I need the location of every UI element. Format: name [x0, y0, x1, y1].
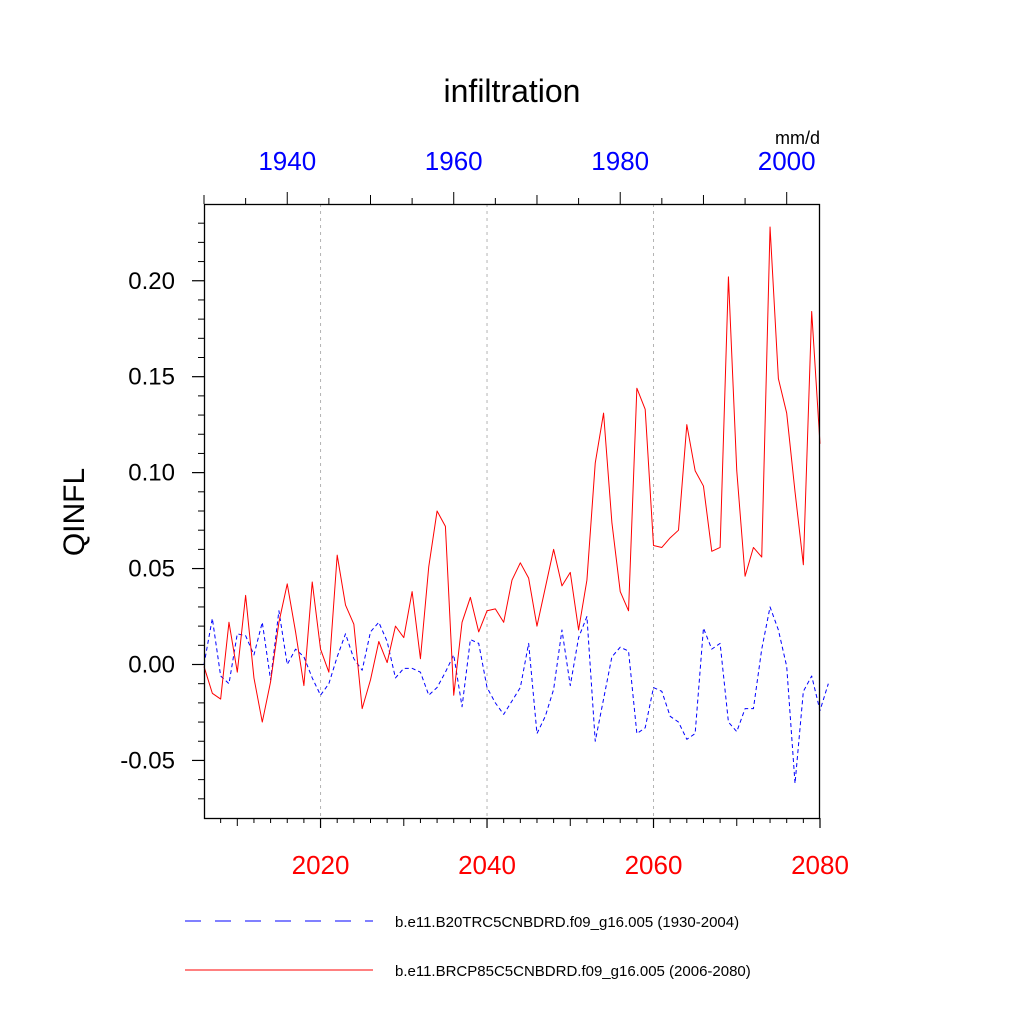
- y-tick-label: 0.00: [128, 652, 175, 679]
- y-tick-label: 0.20: [128, 268, 175, 295]
- x-top-tick-label: 1940: [258, 146, 316, 176]
- tick-labels: -0.05 0.00 0.05 0.10 0.15 0.20 2020 2040 2060 208…: [120, 146, 849, 880]
- y-tick-label: 0.15: [128, 364, 175, 391]
- legend-label-1: b.e11.BRCP85C5CNBDRD.f09_g16.005 (2006-2…: [395, 963, 751, 980]
- y-tick-label: 0.10: [128, 460, 175, 487]
- series-lines: [203, 226, 829, 784]
- x-top-tick-label: 1960: [425, 146, 483, 176]
- x-top-tick-label: 2000: [758, 146, 816, 176]
- gridlines: [320, 204, 655, 818]
- y-tick-label: 0.05: [128, 556, 175, 583]
- legend-label-0: b.e11.B20TRC5CNBDRD.f09_g16.005 (1930-20…: [395, 914, 739, 931]
- legend: b.e11.B20TRC5CNBDRD.f09_g16.005 (1930-20…: [185, 914, 751, 980]
- series-line-0: [203, 606, 829, 784]
- x-bottom-tick-label: 2060: [625, 850, 683, 880]
- x-bottom-tick-label: 2080: [791, 850, 849, 880]
- units-label: mm/d: [775, 128, 820, 148]
- chart-title: infiltration: [444, 73, 581, 109]
- x-bottom-tick-label: 2040: [458, 850, 516, 880]
- plot-frame: [203, 203, 821, 820]
- x-bottom-tick-label: 2020: [292, 850, 350, 880]
- series-line-1: [203, 226, 821, 723]
- tick-marks: [192, 192, 821, 828]
- y-tick-label: -0.05: [120, 747, 175, 774]
- x-top-tick-label: 1980: [591, 146, 649, 176]
- y-axis-label: QINFL: [58, 468, 91, 556]
